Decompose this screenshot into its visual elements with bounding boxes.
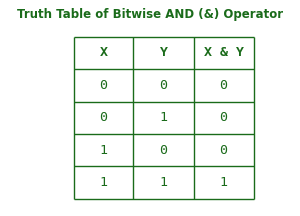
Text: 0: 0 bbox=[220, 79, 227, 92]
Text: 0: 0 bbox=[220, 144, 227, 157]
Text: X & Y: X & Y bbox=[203, 46, 244, 59]
Text: 1: 1 bbox=[160, 176, 167, 189]
Text: Truth Table of Bitwise AND (&) Operator: Truth Table of Bitwise AND (&) Operator bbox=[17, 8, 283, 21]
Text: 0: 0 bbox=[100, 111, 107, 124]
Text: 0: 0 bbox=[160, 79, 167, 92]
Text: 0: 0 bbox=[160, 144, 167, 157]
Text: 1: 1 bbox=[100, 144, 107, 157]
Text: Y: Y bbox=[160, 46, 167, 59]
Text: 1: 1 bbox=[160, 111, 167, 124]
Text: X: X bbox=[100, 46, 107, 59]
Text: 1: 1 bbox=[220, 176, 227, 189]
Text: 0: 0 bbox=[100, 79, 107, 92]
Text: 1: 1 bbox=[100, 176, 107, 189]
Text: 0: 0 bbox=[220, 111, 227, 124]
